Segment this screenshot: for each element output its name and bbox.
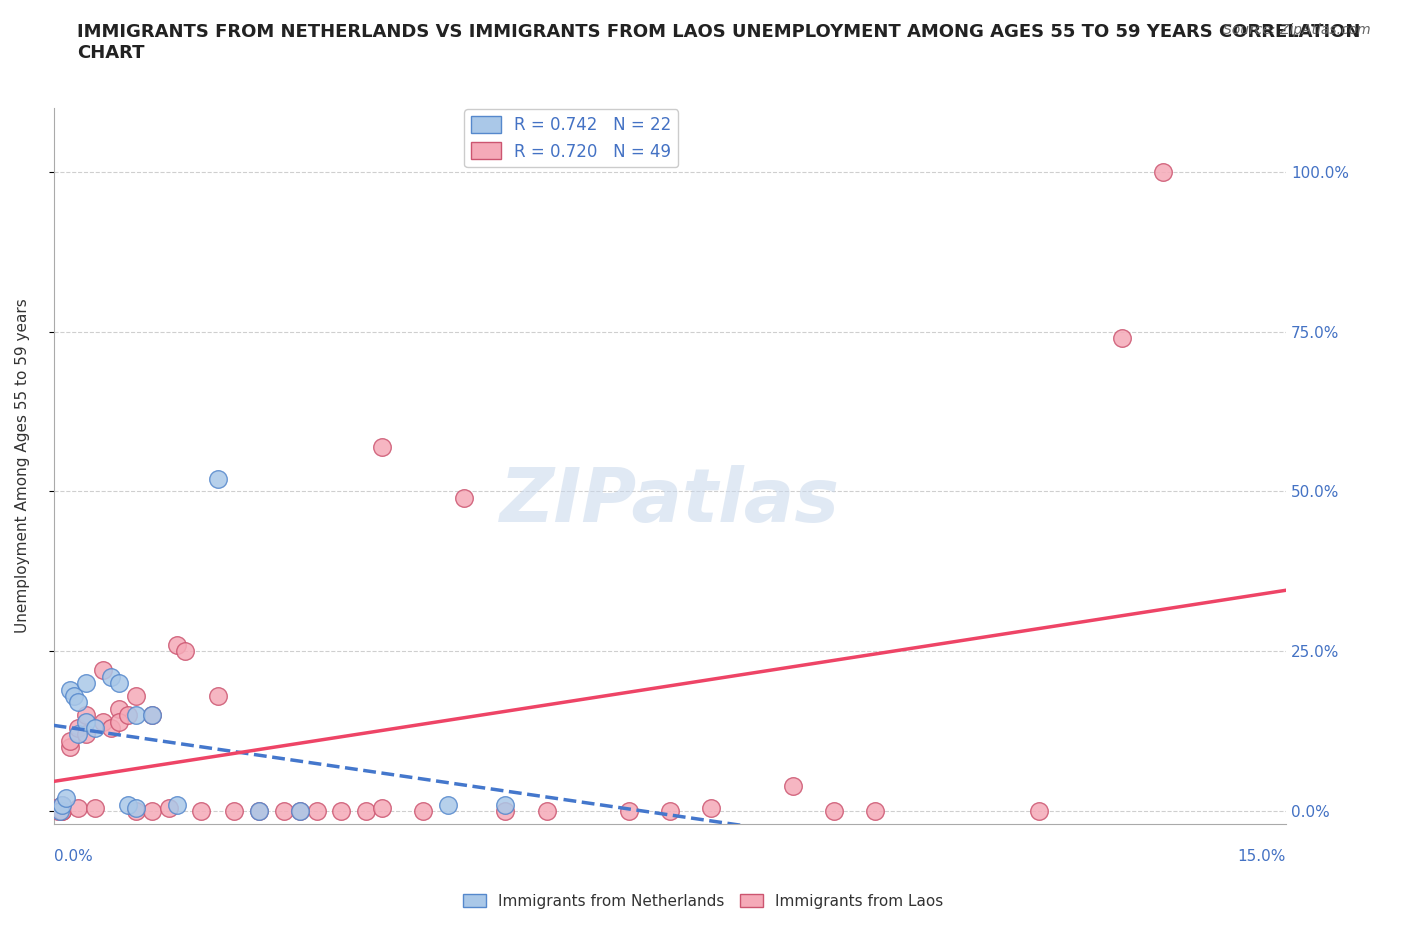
Point [108,714,131,729]
Point [59,734,82,749]
Point [190,804,212,818]
Point [83,721,105,736]
Point [83,801,105,816]
Point [59,683,82,698]
Point [288,804,311,818]
Point [125,801,148,816]
Point [76,676,98,691]
Point [207,472,229,486]
Point [1111,331,1133,346]
Point [67,721,90,736]
Text: 0.0%: 0.0% [53,849,93,864]
Point [412,804,434,818]
Point [207,688,229,703]
Point [76,708,98,723]
Point [125,708,148,723]
Point [125,804,148,818]
Point [117,797,139,812]
Point [100,670,122,684]
Point [51,797,73,812]
Point [247,804,270,818]
Point [174,644,197,658]
Point [141,708,163,723]
Point [782,778,804,793]
Point [453,490,475,505]
Point [371,801,394,816]
Point [67,695,90,710]
Point [1028,804,1050,818]
Legend: Immigrants from Netherlands, Immigrants from Laos: Immigrants from Netherlands, Immigrants … [457,887,949,915]
Point [46,804,69,818]
Point [700,801,723,816]
Point [108,701,131,716]
Point [166,637,188,652]
Point [224,804,246,818]
Point [495,797,517,812]
Text: IMMIGRANTS FROM NETHERLANDS VS IMMIGRANTS FROM LAOS UNEMPLOYMENT AMONG AGES 55 T: IMMIGRANTS FROM NETHERLANDS VS IMMIGRANT… [77,23,1361,62]
Point [330,804,353,818]
Point [1152,165,1174,179]
Point [91,663,114,678]
Point [59,739,82,754]
Point [117,708,139,723]
Point [247,804,270,818]
Point [273,804,295,818]
Point [49,804,72,818]
Point [76,727,98,742]
Point [108,676,131,691]
Point [91,714,114,729]
Point [76,714,98,729]
Point [51,797,73,812]
Point [63,688,86,703]
Point [823,804,845,818]
Point [863,804,886,818]
Point [354,804,377,818]
Point [371,439,394,454]
Point [536,804,558,818]
Point [305,804,328,818]
Point [495,804,517,818]
Point [141,708,163,723]
Text: 15.0%: 15.0% [1237,849,1286,864]
Point [288,804,311,818]
Point [51,804,73,818]
Point [157,801,180,816]
Point [658,804,681,818]
Point [55,790,77,805]
Point [141,804,163,818]
Point [67,801,90,816]
Text: ZIPatlas: ZIPatlas [499,465,839,538]
Point [67,727,90,742]
Legend: R = 0.742   N = 22, R = 0.720   N = 49: R = 0.742 N = 22, R = 0.720 N = 49 [464,109,678,167]
Point [437,797,460,812]
Point [617,804,640,818]
Text: Source: ZipAtlas.com: Source: ZipAtlas.com [1223,23,1371,37]
Point [100,721,122,736]
Point [125,688,148,703]
Point [45,801,67,816]
Y-axis label: Unemployment Among Ages 55 to 59 years: Unemployment Among Ages 55 to 59 years [15,299,30,633]
Point [166,797,188,812]
Point [51,804,73,818]
